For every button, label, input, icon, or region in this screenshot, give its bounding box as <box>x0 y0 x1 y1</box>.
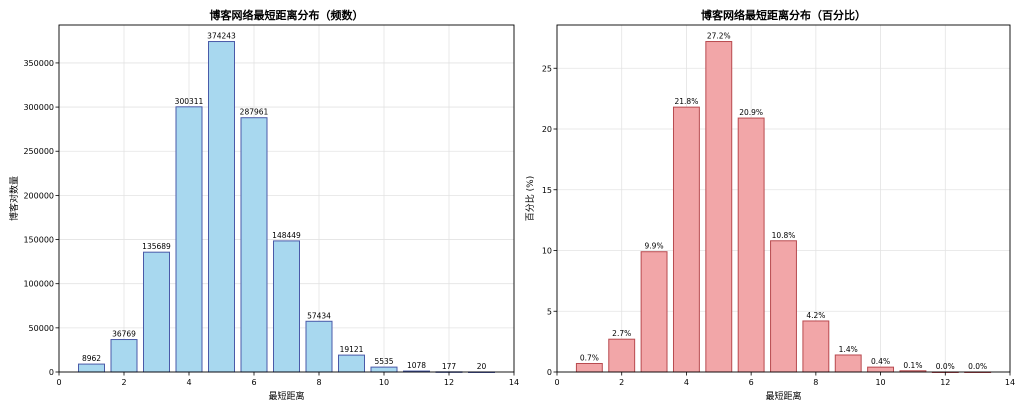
freq-bar <box>78 363 105 373</box>
freq-x-tick-label: 12 <box>444 378 454 387</box>
freq-y-tick-label: 350000 <box>23 59 54 68</box>
freq-y-tick-label: 200000 <box>23 191 54 200</box>
pct-data-label: 27.2% <box>707 32 731 41</box>
freq-bar <box>305 320 333 373</box>
pct-bar <box>770 240 797 373</box>
pct-data-label: 0.0% <box>936 362 955 371</box>
freq-x-tick-label: 14 <box>509 378 519 387</box>
pct-data-label: 4.2% <box>806 311 825 320</box>
freq-chart-title: 博客网络最短距离分布（频数） <box>210 8 364 22</box>
freq-bar <box>370 366 398 373</box>
pct-x-tick-label: 12 <box>940 378 950 387</box>
freq-bar <box>175 106 203 373</box>
freq-data-label: 36769 <box>112 330 136 339</box>
freq-data-label: 57434 <box>307 311 331 320</box>
pct-data-label: 1.4% <box>839 345 858 354</box>
freq-data-label: 287961 <box>240 108 269 117</box>
pct-bar <box>575 362 603 373</box>
pct-x-axis-label: 最短距离 <box>765 390 801 402</box>
freq-y-tick-label: 300000 <box>23 103 54 112</box>
pct-data-label: 0.1% <box>903 361 922 370</box>
freq-y-axis-label: 博客对数量 <box>8 176 20 221</box>
freq-y-tick-label: 150000 <box>23 236 54 245</box>
pct-x-tick-label: 6 <box>749 378 754 387</box>
pct-bar <box>608 338 636 373</box>
freq-bar <box>338 354 365 373</box>
freq-data-label: 5535 <box>374 357 393 366</box>
pct-data-label: 20.9% <box>739 108 763 117</box>
pct-y-tick-label: 5 <box>547 307 552 316</box>
pct-bar <box>867 366 895 373</box>
freq-chart: 8962 36769 135689 300311 374243 287961 148449 5… <box>8 8 519 402</box>
freq-y-tick-label: 100000 <box>23 280 54 289</box>
pct-plot-frame <box>556 24 1011 373</box>
pct-bar <box>737 117 765 373</box>
freq-data-label: 148449 <box>272 231 301 240</box>
freq-plot-frame <box>58 24 515 373</box>
pct-chart-title: 博客网络最短距离分布（百分比） <box>701 8 866 22</box>
pct-bar <box>802 320 830 373</box>
freq-bar <box>273 240 300 373</box>
freq-data-label: 1078 <box>407 361 426 370</box>
pct-bar <box>672 106 700 373</box>
freq-x-axis-label: 最短距离 <box>268 390 304 402</box>
freq-y-tick-label: 0 <box>49 368 54 377</box>
freq-x-tick-label: 4 <box>186 378 191 387</box>
pct-data-label: 21.8% <box>675 97 699 106</box>
freq-data-label: 20 <box>477 362 487 371</box>
freq-data-label: 177 <box>442 362 457 371</box>
pct-bar <box>705 41 733 373</box>
pct-y-tick-label: 25 <box>542 64 552 73</box>
pct-x-tick-label: 10 <box>875 378 885 387</box>
freq-bar <box>208 41 235 373</box>
freq-x-tick-label: 6 <box>251 378 256 387</box>
freq-data-label: 19121 <box>340 345 364 354</box>
freq-y-tick-label: 50000 <box>29 324 54 333</box>
freq-data-label: 300311 <box>175 97 204 106</box>
pct-x-tick-label: 14 <box>1005 378 1015 387</box>
freq-x-tick-label: 10 <box>379 378 389 387</box>
pct-x-tick-label: 0 <box>554 378 559 387</box>
freq-y-tick-label: 250000 <box>23 147 54 156</box>
pct-data-label: 0.7% <box>580 353 599 362</box>
freq-data-label: 374243 <box>207 32 236 41</box>
pct-data-label: 0.4% <box>871 357 890 366</box>
freq-data-label: 8962 <box>82 354 101 363</box>
pct-data-label: 0.0% <box>968 362 987 371</box>
pct-bar <box>834 354 862 373</box>
freq-x-tick-label: 0 <box>56 378 61 387</box>
pct-bar <box>640 251 668 373</box>
pct-y-tick-label: 10 <box>542 247 552 256</box>
freq-bar <box>240 117 268 373</box>
pct-chart: 0.7% 2.7% 9.9% 21.8% 27.2% 20.9% 10.8% 4.2% 1.4%… <box>524 8 1015 402</box>
pct-y-tick-label: 0 <box>547 368 552 377</box>
freq-bar <box>110 339 138 373</box>
freq-data-label: 135689 <box>142 242 171 251</box>
pct-y-axis-label: 百分比 (%) <box>524 176 536 221</box>
pct-x-tick-label: 2 <box>619 378 624 387</box>
pct-data-label: 2.7% <box>612 329 631 338</box>
pct-y-tick-label: 15 <box>542 186 552 195</box>
freq-x-tick-label: 8 <box>316 378 321 387</box>
pct-x-tick-label: 8 <box>813 378 818 387</box>
pct-x-tick-label: 4 <box>684 378 689 387</box>
pct-data-label: 9.9% <box>645 242 664 251</box>
pct-y-tick-label: 20 <box>542 125 552 134</box>
pct-data-label: 10.8% <box>772 231 796 240</box>
freq-x-tick-label: 2 <box>121 378 126 387</box>
freq-bar <box>143 251 170 373</box>
